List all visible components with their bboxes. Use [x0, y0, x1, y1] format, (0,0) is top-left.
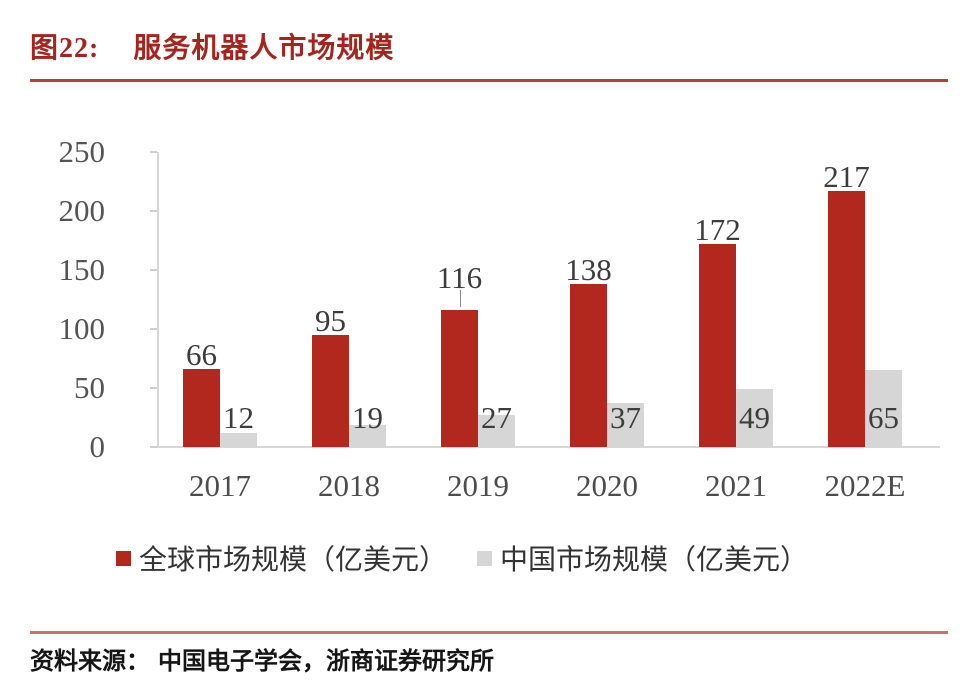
- figure-title-text: 服务机器人市场规模: [133, 33, 395, 64]
- y-tick-200: [150, 210, 157, 212]
- bar-global-2019: [441, 310, 478, 447]
- legend-label: 中国市场规模（亿美元）: [500, 545, 809, 576]
- figure-number: 图22:: [30, 33, 100, 64]
- y-tick-150: [150, 269, 157, 271]
- legend-item-china: 中国市场规模（亿美元）: [477, 538, 808, 578]
- y-axis-label-150: 150: [58, 252, 106, 287]
- source-text: 中国电子学会，浙商证券研究所: [158, 649, 494, 675]
- value-label-china-2017: 12: [223, 400, 254, 435]
- y-tick-250: [150, 151, 157, 153]
- bar-global-2017: [183, 369, 220, 447]
- bar-global-2020: [570, 284, 607, 447]
- value-label-global-2017: 66: [186, 337, 217, 373]
- legend-label: 全球市场规模（亿美元）: [139, 545, 448, 576]
- y-axis-label-0: 0: [89, 429, 106, 464]
- y-axis-label-200: 200: [58, 193, 106, 228]
- y-tick-50: [150, 387, 157, 389]
- bar-global-2021: [699, 244, 736, 447]
- value-label-china-2018: 19: [352, 400, 383, 435]
- figure-title: 图22: 服务机器人市场规模: [30, 26, 394, 66]
- category-label-2020: 2020: [576, 468, 638, 503]
- bar-china-2018: [349, 424, 386, 447]
- source-divider: [30, 631, 948, 634]
- y-axis-label-250: 250: [58, 134, 106, 169]
- value-label-global-2018: 95: [315, 302, 346, 338]
- source-line: 资料来源： 中国电子学会，浙商证券研究所: [30, 641, 494, 676]
- value-label-global-2019: 116: [436, 260, 483, 296]
- value-label-global-2022E: 217: [823, 158, 870, 194]
- bar-global-2018: [312, 334, 349, 447]
- bar-global-2022E: [828, 190, 865, 447]
- y-axis-label-100: 100: [58, 311, 106, 346]
- category-label-2022E: 2022E: [824, 468, 906, 503]
- legend-swatch-icon: [116, 550, 131, 566]
- title-underline: [30, 79, 948, 82]
- y-tick-0: [150, 446, 157, 448]
- source-label: 资料来源：: [30, 649, 150, 675]
- value-label-global-2021: 172: [694, 212, 741, 248]
- y-axis-label-50: 50: [74, 370, 105, 405]
- category-label-2021: 2021: [705, 468, 767, 503]
- value-label-global-2020: 138: [565, 252, 612, 288]
- value-label-china-2021: 49: [739, 400, 770, 435]
- value-label-china-2019: 27: [481, 400, 512, 435]
- bar-china-2021: [736, 389, 773, 447]
- value-label-china-2022E: 65: [868, 400, 899, 435]
- bar-china-2019: [478, 415, 515, 447]
- chart-legend: 全球市场规模（亿美元） 中国市场规模（亿美元）: [116, 538, 808, 578]
- legend-swatch-icon: [477, 550, 493, 566]
- category-label-2019: 2019: [447, 468, 509, 503]
- bar-china-2022E: [865, 370, 902, 447]
- x-axis-line: [157, 446, 940, 448]
- y-tick-100: [150, 328, 157, 330]
- category-label-2018: 2018: [318, 468, 380, 503]
- bar-china-2017: [220, 432, 257, 447]
- category-label-2017: 2017: [189, 468, 251, 503]
- leader-line-2019: [459, 290, 461, 308]
- y-axis-line: [157, 152, 159, 448]
- value-label-china-2020: 37: [610, 400, 641, 435]
- bar-china-2020: [607, 403, 644, 447]
- legend-item-global: 全球市场规模（亿美元）: [116, 538, 447, 578]
